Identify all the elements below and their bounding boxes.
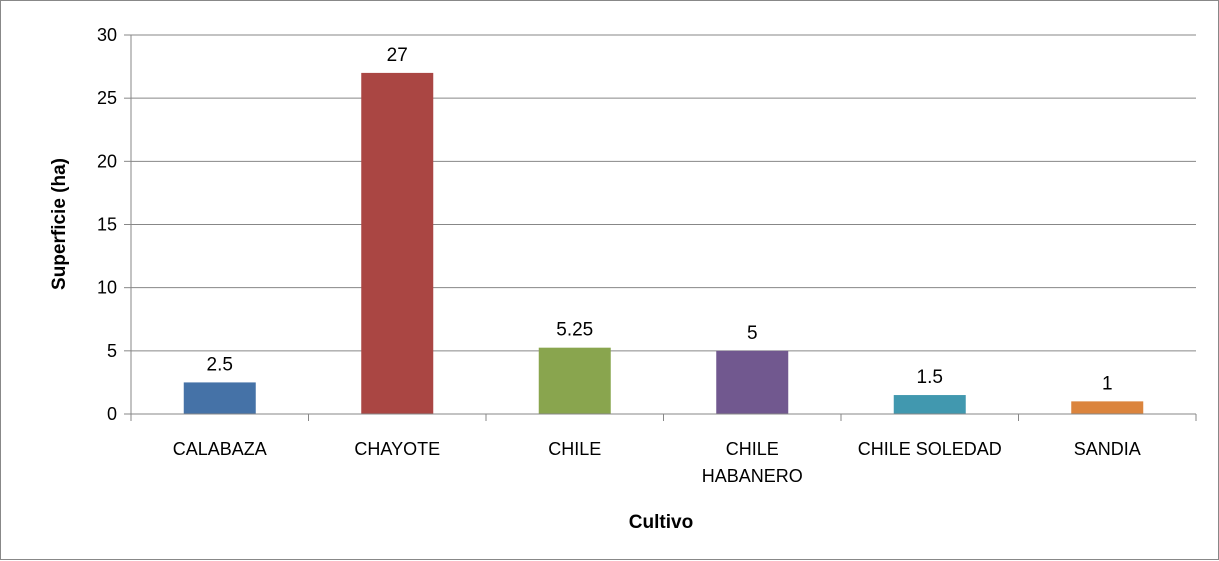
labels: 0510152025302.5CALABAZA27CHAYOTE5.25CHIL…: [97, 25, 1141, 486]
bar-sandia: [1071, 401, 1144, 414]
x-tick-label: CHILE: [726, 439, 779, 459]
y-tick-label: 30: [97, 25, 117, 45]
y-tick-label: 15: [97, 215, 117, 235]
bar-chile-habanero: [716, 350, 789, 414]
data-label: 27: [387, 45, 408, 66]
x-tick-label: CHILE: [548, 439, 601, 459]
x-tick-label: HABANERO: [702, 466, 803, 486]
bar-chile: [538, 347, 611, 414]
x-tick-label: SANDIA: [1074, 439, 1141, 459]
bar-chayote: [361, 72, 434, 415]
x-tick-label: CHAYOTE: [354, 439, 440, 459]
data-label: 5: [747, 323, 758, 344]
data-label: 1: [1102, 373, 1113, 394]
y-axis-title: Superficie (ha): [49, 158, 70, 290]
x-tick-label: CALABAZA: [173, 439, 267, 459]
y-tick-label: 10: [97, 278, 117, 298]
data-label: 5.25: [556, 320, 593, 341]
y-tick-label: 25: [97, 88, 117, 108]
axes: [124, 34, 1197, 421]
y-tick-label: 5: [107, 341, 117, 361]
data-label: 1.5: [917, 367, 943, 388]
x-tick-label: CHILE SOLEDAD: [858, 439, 1002, 459]
gridlines: [131, 34, 1196, 352]
bars: [183, 72, 1144, 415]
x-axis-title: Cultivo: [629, 512, 693, 533]
y-tick-label: 20: [97, 151, 117, 171]
y-tick-label: 0: [107, 404, 117, 424]
data-label: 2.5: [207, 354, 233, 375]
bar-calabaza: [183, 382, 256, 414]
bar-chile-soledad: [893, 395, 966, 414]
